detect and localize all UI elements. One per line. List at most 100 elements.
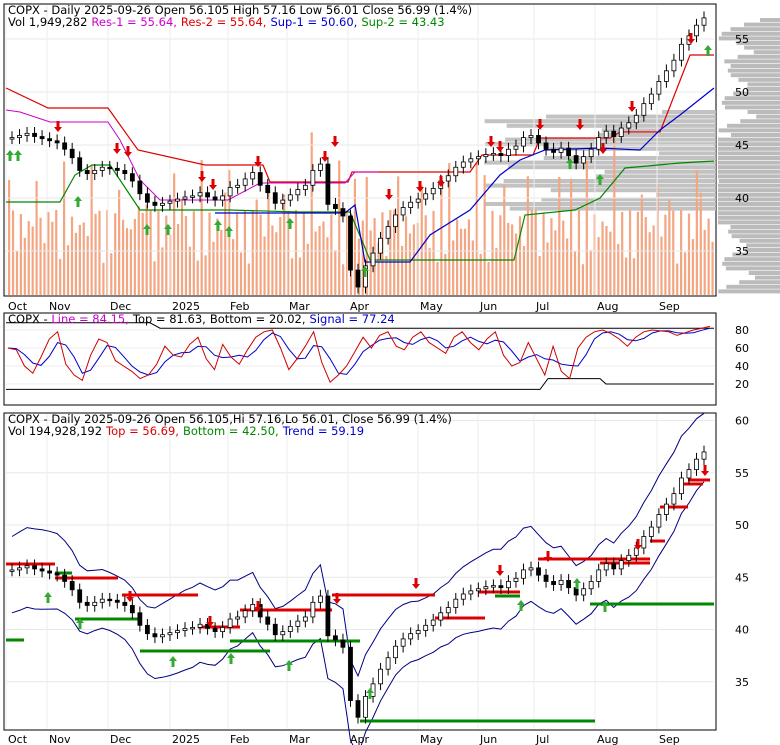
x-tick-label: Oct <box>8 300 28 313</box>
candle-body <box>137 612 143 626</box>
profile-bar <box>485 183 716 188</box>
candle-body <box>160 634 165 638</box>
volume-bar <box>617 243 620 295</box>
up-arrow-icon <box>573 578 581 589</box>
profile-bar <box>718 151 780 156</box>
candle-body <box>39 136 45 140</box>
candle-body <box>701 451 707 460</box>
x-tick-label: May <box>420 300 443 313</box>
candle-body <box>257 172 263 186</box>
legend-res1: Res-1 = 55.64, <box>91 15 177 29</box>
candle-body <box>393 214 399 228</box>
candle-body <box>152 201 158 206</box>
candle-body <box>197 623 203 628</box>
profile-bar <box>747 110 780 114</box>
profile-bar <box>718 137 780 142</box>
candle-body <box>69 148 75 159</box>
volume-bar <box>196 260 199 295</box>
volume-bar <box>279 216 282 295</box>
down-arrow-icon <box>628 101 636 112</box>
profile-bar <box>746 87 780 91</box>
candle-body <box>408 201 414 208</box>
candle-body <box>24 565 30 569</box>
candle-body <box>626 554 632 561</box>
candle-body <box>378 668 383 685</box>
candle-body <box>543 142 549 150</box>
candle-body <box>265 184 271 194</box>
candle-body <box>84 170 90 175</box>
volume-bar <box>39 217 42 295</box>
candle-body <box>445 607 451 614</box>
volume-bar <box>699 192 702 295</box>
profile-bar <box>747 82 780 87</box>
candle-body <box>573 155 579 164</box>
profile-bar <box>756 114 780 119</box>
candle-body <box>144 193 150 203</box>
osc-top-line <box>6 322 714 329</box>
volume-bar <box>149 210 152 295</box>
candle-body <box>686 469 692 479</box>
volume-bar <box>86 235 89 295</box>
candle-body <box>242 610 248 618</box>
y-tick-label: 50 <box>735 86 749 99</box>
profile-bar <box>541 197 716 202</box>
profile-bar <box>743 22 780 27</box>
volume-bar <box>503 185 506 295</box>
volume-bar <box>110 253 113 295</box>
x-tick-label: Mar <box>289 733 310 745</box>
volume-bar <box>554 230 557 295</box>
volume-bar <box>102 262 105 295</box>
oscillator-y-labels: 80 60 40 20 <box>735 324 749 391</box>
profile-bar <box>543 156 716 160</box>
up-arrow-icon <box>596 174 604 185</box>
volume-bar <box>636 211 639 295</box>
profile-bar <box>718 156 780 160</box>
candle-body <box>536 567 541 576</box>
volume-bar <box>283 194 286 295</box>
volume-bar <box>589 250 592 295</box>
bands-legend: Vol 194,928,192 Top = 56.69, Bottom = 42.5… <box>8 424 364 438</box>
volume-bar <box>420 185 423 295</box>
candle-body <box>528 567 534 571</box>
up-arrow-icon <box>286 218 294 229</box>
x-tick-label: 2025 <box>172 733 200 745</box>
x-tick-label: Feb <box>230 733 249 745</box>
volume-bar <box>345 210 349 295</box>
osc-bottom-line <box>6 378 714 390</box>
candle-body <box>453 598 459 608</box>
candle-body <box>611 563 617 570</box>
volume-bar <box>357 238 360 295</box>
candle-body <box>54 140 60 144</box>
candle-body <box>438 612 444 621</box>
volume-bar <box>82 222 85 295</box>
down-arrow-icon <box>487 136 495 147</box>
volume-bar <box>648 232 651 295</box>
volume-bar <box>157 211 160 295</box>
profile-bar <box>721 100 780 105</box>
volume-bar <box>534 210 537 295</box>
volume-bar <box>63 161 66 295</box>
profile-bar <box>724 59 780 64</box>
volume-bar <box>161 247 164 295</box>
profile-bar <box>718 289 780 294</box>
down-arrow-icon <box>321 151 329 162</box>
candle-body <box>648 526 654 537</box>
candle-body <box>603 130 609 138</box>
candle-body <box>551 148 556 153</box>
volume-bar <box>499 215 502 295</box>
y-tick-label: 55 <box>735 467 749 480</box>
candle-body <box>348 646 353 701</box>
candle-body <box>54 572 60 576</box>
up-arrow-icon <box>143 224 151 235</box>
volume-bar <box>27 221 30 295</box>
candle-body <box>596 137 602 150</box>
volume-bar <box>597 237 600 295</box>
candle-body <box>460 161 466 168</box>
candle-body <box>32 132 37 137</box>
volume-bar <box>581 264 584 295</box>
volume-bar <box>165 215 168 295</box>
candle-body <box>430 619 436 626</box>
volume-bar <box>711 241 714 295</box>
price-panel-bottom: 60 55 50 45 40 35 Oct Nov Dec 2025 Feb Mar Apr May Ju… <box>3 412 749 745</box>
candle-body <box>129 173 135 182</box>
